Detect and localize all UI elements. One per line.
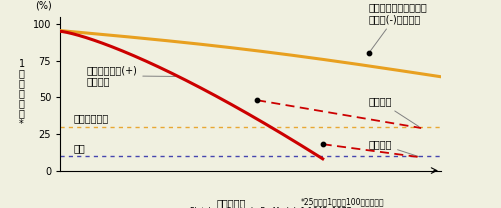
Text: タバコ感受性(+)
の喫煙者: タバコ感受性(+) の喫煙者 bbox=[86, 65, 175, 87]
Text: 不自由な生活: 不自由な生活 bbox=[73, 114, 109, 124]
Text: 非喫煙者およびタバコ
感受性(-)の喫煙者: 非喫煙者およびタバコ 感受性(-)の喫煙者 bbox=[369, 2, 427, 51]
Y-axis label: 1
秒
量
の
変
化
*: 1 秒 量 の 変 化 * bbox=[19, 59, 25, 129]
Text: (%): (%) bbox=[36, 0, 52, 10]
Text: 死亡: 死亡 bbox=[73, 143, 85, 153]
Point bbox=[319, 142, 327, 146]
Text: 禁煙開始: 禁煙開始 bbox=[369, 97, 419, 126]
Text: *25歳時の1秒量を100とした比率: *25歳時の1秒量を100とした比率 bbox=[301, 197, 384, 206]
Text: 禁煙開始: 禁煙開始 bbox=[369, 139, 418, 156]
Point bbox=[365, 52, 373, 55]
Text: Fletcher, C. et al.: Br. Med. J. 1:1645, 1977より改変: Fletcher, C. et al.: Br. Med. J. 1:1645,… bbox=[190, 207, 370, 208]
Text: 年齢（歳）: 年齢（歳） bbox=[217, 198, 246, 208]
Point bbox=[253, 99, 261, 102]
